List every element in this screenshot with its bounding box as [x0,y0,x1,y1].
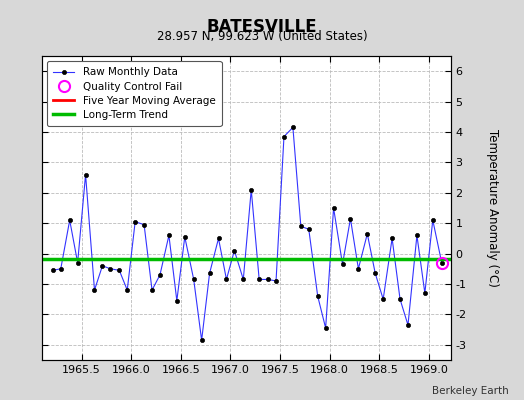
Raw Monthly Data [91,288,97,292]
Raw Monthly Data [215,236,222,241]
Raw Monthly Data [141,222,147,227]
Raw Monthly Data [74,260,81,265]
Raw Monthly Data [372,271,378,276]
Raw Monthly Data [166,233,172,238]
Raw Monthly Data [265,277,271,282]
Raw Monthly Data [290,125,296,130]
Raw Monthly Data [364,232,370,236]
Raw Monthly Data [397,297,403,302]
Raw Monthly Data [82,172,89,177]
Raw Monthly Data [182,234,188,239]
Raw Monthly Data [67,218,73,222]
Raw Monthly Data [149,288,155,292]
Raw Monthly Data [206,271,213,276]
Text: 28.957 N, 99.623 W (United States): 28.957 N, 99.623 W (United States) [157,30,367,43]
Raw Monthly Data [199,338,205,343]
Raw Monthly Data [124,288,130,292]
Raw Monthly Data [305,227,312,232]
Raw Monthly Data [405,323,411,328]
Raw Monthly Data [314,294,321,298]
Legend: Raw Monthly Data, Quality Control Fail, Five Year Moving Average, Long-Term Tren: Raw Monthly Data, Quality Control Fail, … [47,61,222,126]
Raw Monthly Data [191,277,197,282]
Raw Monthly Data [50,268,56,273]
Raw Monthly Data [281,134,287,139]
Raw Monthly Data [322,326,329,330]
Line: Raw Monthly Data: Raw Monthly Data [51,125,444,342]
Y-axis label: Temperature Anomaly (°C): Temperature Anomaly (°C) [486,129,499,287]
Raw Monthly Data [380,297,386,302]
Raw Monthly Data [439,260,445,265]
Raw Monthly Data [331,206,337,210]
Raw Monthly Data [414,233,420,238]
Raw Monthly Data [58,266,64,271]
Raw Monthly Data [223,277,230,282]
Text: Berkeley Earth: Berkeley Earth [432,386,508,396]
Raw Monthly Data [116,268,123,273]
Raw Monthly Data [107,266,114,271]
Raw Monthly Data [256,277,263,282]
Raw Monthly Data [157,272,163,277]
Raw Monthly Data [298,224,304,229]
Text: BATESVILLE: BATESVILLE [206,18,318,36]
Raw Monthly Data [273,278,279,283]
Raw Monthly Data [231,248,237,253]
Raw Monthly Data [430,218,436,222]
Raw Monthly Data [240,277,246,282]
Raw Monthly Data [347,216,354,221]
Raw Monthly Data [248,187,254,192]
Raw Monthly Data [173,298,180,303]
Raw Monthly Data [422,291,428,296]
Raw Monthly Data [340,262,346,267]
Raw Monthly Data [99,263,105,268]
Raw Monthly Data [389,236,395,241]
Raw Monthly Data [132,219,138,224]
Raw Monthly Data [355,266,362,271]
